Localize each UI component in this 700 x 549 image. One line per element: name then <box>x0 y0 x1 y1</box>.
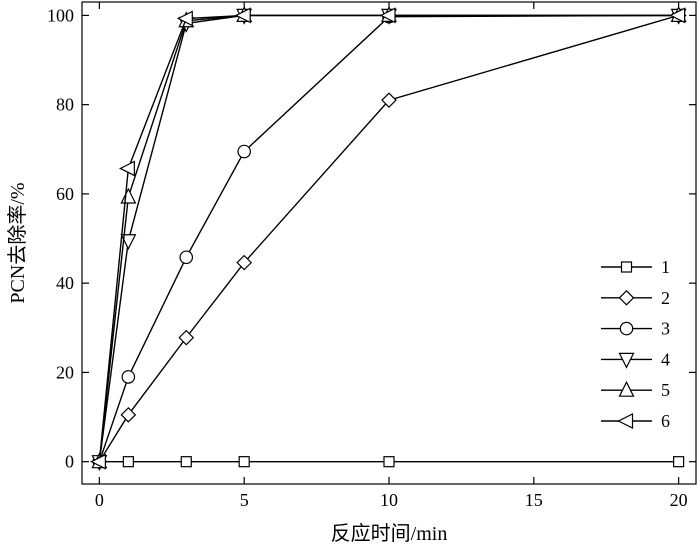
x-tick-label: 20 <box>670 490 688 510</box>
legend: 1 2 3 4 5 6 <box>601 257 670 431</box>
data-point <box>118 160 135 177</box>
data-point <box>120 234 137 251</box>
x-tick-label: 15 <box>525 490 543 510</box>
y-tick-label: 40 <box>56 273 74 293</box>
y-axis-label: PCN去除率/% <box>6 182 29 303</box>
series-5 <box>91 6 687 469</box>
legend-marker <box>620 261 633 273</box>
series-line <box>98 14 679 462</box>
legend-label: 2 <box>661 288 670 308</box>
data-point <box>180 456 192 468</box>
y-tick-label: 20 <box>56 362 74 382</box>
data-point <box>176 10 193 27</box>
legend-item: 2 <box>601 288 670 308</box>
series-layer <box>90 6 687 472</box>
legend-label: 1 <box>661 257 670 277</box>
data-point <box>669 7 686 24</box>
data-point <box>383 456 395 468</box>
x-tick-label: 0 <box>95 490 104 510</box>
data-point <box>379 7 396 24</box>
data-point <box>673 456 685 468</box>
y-tick-label: 100 <box>47 5 74 25</box>
series-line <box>98 14 679 463</box>
data-point <box>381 92 397 109</box>
data-point <box>178 329 195 346</box>
data-point <box>237 144 251 159</box>
series-6 <box>90 7 686 470</box>
legend-marker <box>619 321 634 336</box>
legend-item: 5 <box>601 380 670 400</box>
legend-item: 6 <box>601 411 670 431</box>
y-tick-label: 60 <box>56 184 74 204</box>
y-tick-label: 0 <box>65 452 74 472</box>
legend-marker <box>618 289 635 306</box>
legend-item: 4 <box>601 349 670 369</box>
legend-item: 3 <box>601 319 670 339</box>
data-point <box>120 406 137 423</box>
legend-item: 1 <box>601 257 670 277</box>
legend-marker <box>617 413 634 429</box>
series-line <box>98 14 679 462</box>
series-2 <box>91 7 687 470</box>
data-point <box>90 453 106 470</box>
plot-frame <box>81 1 697 485</box>
x-axis-label: 反应时间/min <box>331 522 448 545</box>
data-point <box>122 456 134 468</box>
series-4 <box>91 8 687 472</box>
legend-marker <box>618 352 635 369</box>
data-point <box>179 250 194 265</box>
series-line <box>98 14 679 462</box>
series-3 <box>92 8 686 469</box>
data-point <box>121 370 136 384</box>
legend-label: 6 <box>661 411 670 431</box>
y-tick-label: 80 <box>56 95 74 115</box>
legend-marker <box>618 380 635 397</box>
legend-label: 4 <box>661 349 670 369</box>
data-point <box>120 187 137 204</box>
series-line <box>98 14 679 462</box>
data-point <box>236 254 253 271</box>
series-1 <box>93 456 685 468</box>
data-point <box>238 456 250 468</box>
x-tick-label: 10 <box>380 490 398 510</box>
data-point <box>234 7 251 24</box>
x-tick-label: 5 <box>240 490 249 510</box>
legend-label: 5 <box>661 380 670 400</box>
legend-label: 3 <box>661 319 670 339</box>
